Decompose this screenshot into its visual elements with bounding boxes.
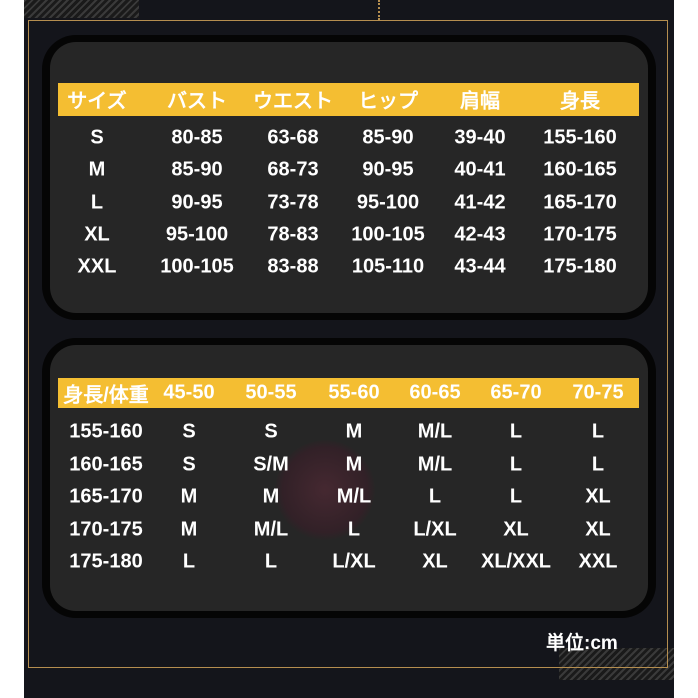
decorative-line	[378, 0, 382, 20]
table-cell: 68-73	[267, 158, 319, 181]
table-cell: XL/XXL	[480, 550, 552, 573]
table-cell: 78-83	[267, 223, 319, 246]
table-cell: L	[591, 420, 605, 443]
table-cell: L	[428, 485, 442, 508]
column-header: 60-65	[409, 381, 461, 404]
table-cell: 100-105	[160, 255, 234, 278]
watermark-logo	[275, 440, 375, 540]
table-cell: XL	[585, 485, 611, 508]
unit-label: 単位:cm	[546, 633, 618, 654]
table-cell: M/L	[336, 485, 372, 508]
column-header: 70-75	[572, 381, 624, 404]
column-header: 65-70	[490, 381, 542, 404]
column-header: 55-60	[328, 381, 380, 404]
table-cell: L	[509, 485, 523, 508]
table-cell: S	[264, 420, 278, 443]
table-cell: 170-175	[69, 518, 143, 541]
table-cell: 95-100	[165, 223, 229, 246]
column-header: サイズ	[67, 90, 127, 113]
decorative-hatch	[559, 648, 674, 680]
table-cell: 41-42	[454, 191, 506, 214]
table-cell: 85-90	[362, 126, 414, 149]
column-header: 身長/体重	[63, 384, 149, 407]
gold-frame	[28, 20, 668, 668]
table-cell: L	[509, 420, 523, 443]
table-cell: XL	[422, 550, 448, 573]
table-cell: S	[182, 420, 196, 443]
table-cell: 175-180	[69, 550, 143, 573]
table-cell: M	[345, 420, 363, 443]
table-cell: 100-105	[351, 223, 425, 246]
table-cell: 73-78	[267, 191, 319, 214]
column-header: 身長	[560, 90, 600, 113]
table-cell: 85-90	[171, 158, 223, 181]
table-cell: L	[90, 191, 104, 214]
table-cell: XL	[84, 223, 110, 246]
table-cell: 105-110	[351, 255, 425, 278]
table-cell: M/L	[417, 420, 453, 443]
table-cell: L	[347, 518, 361, 541]
column-header: バスト	[167, 90, 227, 113]
table-cell: XL	[585, 518, 611, 541]
table-cell: 39-40	[454, 126, 506, 149]
table-cell: 165-170	[543, 191, 617, 214]
table-cell: L	[509, 453, 523, 476]
table-cell: M	[345, 453, 363, 476]
fit-table-header	[58, 378, 639, 408]
table-cell: 40-41	[454, 158, 506, 181]
table-cell: 43-44	[454, 255, 506, 278]
column-header: 肩幅	[460, 90, 500, 113]
table-cell: L/XL	[413, 518, 457, 541]
table-cell: 155-160	[69, 420, 143, 443]
column-header: 50-55	[245, 381, 297, 404]
column-header: ウエスト	[253, 90, 333, 113]
table-cell: 160-165	[543, 158, 617, 181]
table-cell: 165-170	[69, 485, 143, 508]
table-cell: 42-43	[454, 223, 506, 246]
table-cell: M/L	[417, 453, 453, 476]
table-cell: 90-95	[171, 191, 223, 214]
table-cell: 63-68	[267, 126, 319, 149]
column-header: ヒップ	[358, 90, 418, 113]
table-cell: S/M	[253, 453, 289, 476]
decorative-hatch	[24, 0, 139, 18]
table-cell: M/L	[253, 518, 289, 541]
table-cell: M	[88, 158, 106, 181]
table-cell: L	[182, 550, 196, 573]
table-cell: XXL	[578, 550, 618, 573]
table-cell: M	[180, 485, 198, 508]
table-cell: L	[264, 550, 278, 573]
table-cell: 95-100	[356, 191, 420, 214]
column-header: 45-50	[163, 381, 215, 404]
size-table-header	[58, 83, 639, 116]
table-cell: 160-165	[69, 453, 143, 476]
table-cell: 155-160	[543, 126, 617, 149]
table-cell: S	[182, 453, 196, 476]
table-cell: L	[591, 453, 605, 476]
table-cell: 175-180	[543, 255, 617, 278]
table-cell: M	[262, 485, 280, 508]
table-cell: XXL	[77, 255, 117, 278]
table-cell: 80-85	[171, 126, 223, 149]
table-cell: 170-175	[543, 223, 617, 246]
table-cell: S	[90, 126, 104, 149]
table-cell: M	[180, 518, 198, 541]
table-cell: L/XL	[332, 550, 376, 573]
table-cell: XL	[503, 518, 529, 541]
table-cell: 83-88	[267, 255, 319, 278]
table-cell: 90-95	[362, 158, 414, 181]
